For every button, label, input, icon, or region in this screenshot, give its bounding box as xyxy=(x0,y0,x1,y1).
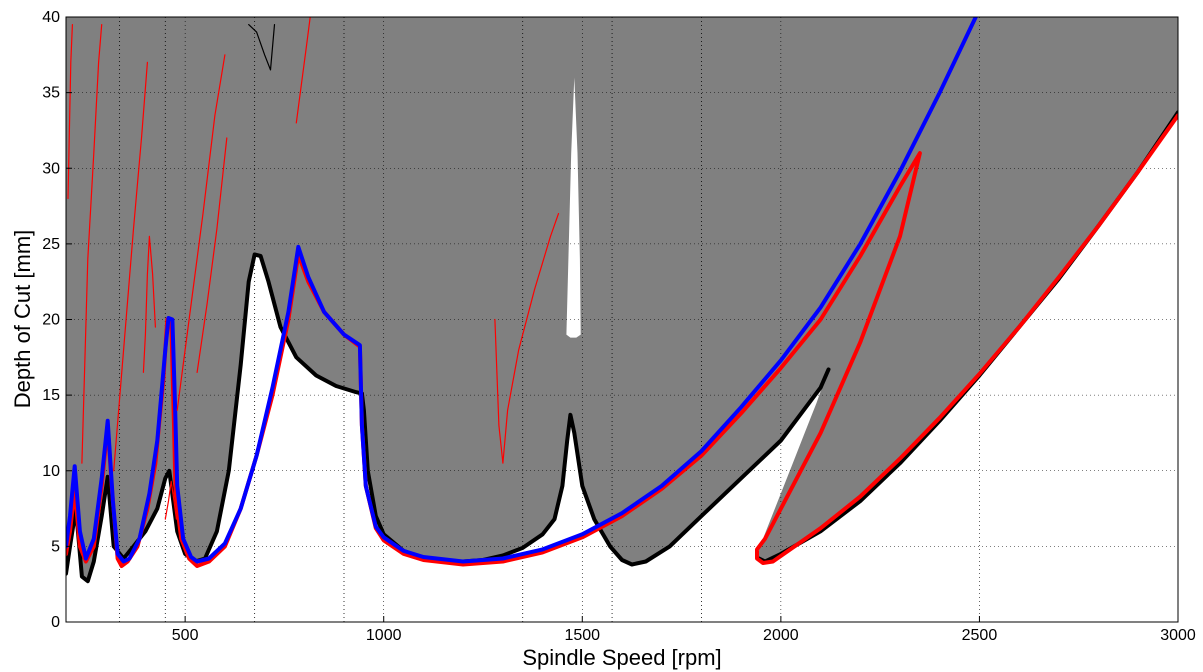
y-tick-label: 15 xyxy=(42,387,60,404)
y-tick-label: 20 xyxy=(42,312,60,329)
series-line xyxy=(67,24,74,200)
regions-layer xyxy=(66,17,1178,582)
y-tick-label: 30 xyxy=(42,160,60,177)
series-layer xyxy=(66,17,1178,584)
series-line xyxy=(295,17,311,124)
y-tick-label: 40 xyxy=(42,9,60,26)
x-tick-label: 2000 xyxy=(763,627,799,644)
series-line xyxy=(66,17,978,564)
series-line xyxy=(164,480,177,520)
x-tick-label: 3000 xyxy=(1160,627,1196,644)
x-axis-title: Spindle Speed [rpm] xyxy=(522,645,721,670)
x-tick-label: 2500 xyxy=(962,627,998,644)
y-tick-label: 0 xyxy=(51,614,60,631)
y-tick-label: 25 xyxy=(42,236,60,253)
x-tick-label: 1500 xyxy=(564,627,600,644)
series-line xyxy=(176,54,226,411)
stable-pocket-region xyxy=(566,77,581,338)
series-line xyxy=(494,213,560,464)
series-line xyxy=(196,137,228,373)
series-line xyxy=(81,24,103,464)
series-line xyxy=(142,235,156,373)
y-tick-label: 35 xyxy=(42,85,60,102)
series-line xyxy=(113,61,148,472)
x-tick-label: 1000 xyxy=(366,627,402,644)
grid-layer xyxy=(66,17,1178,622)
unstable-region xyxy=(66,17,1178,582)
x-tick-label: 500 xyxy=(172,627,199,644)
y-tick-label: 5 xyxy=(51,538,60,555)
series-line xyxy=(248,24,276,71)
ticks-layer: 500 1000 1500 2000 2500 3000 0 5 10 15 20 25 30 35 40 xyxy=(42,9,1196,644)
y-tick-label: 10 xyxy=(42,463,60,480)
y-axis-title: Depth of Cut [mm] xyxy=(10,230,35,409)
